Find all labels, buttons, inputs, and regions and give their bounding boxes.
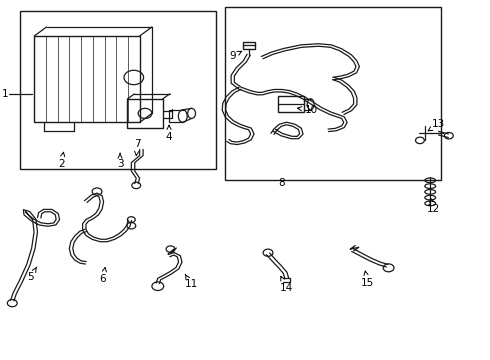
Bar bbox=[127, 99, 163, 128]
Text: 6: 6 bbox=[99, 267, 106, 284]
Text: 12: 12 bbox=[427, 198, 441, 214]
Bar bbox=[34, 36, 140, 122]
Text: 5: 5 bbox=[27, 267, 37, 282]
Text: 11: 11 bbox=[184, 274, 198, 289]
Text: 4: 4 bbox=[166, 125, 172, 142]
Text: 13: 13 bbox=[428, 119, 445, 131]
Text: 8: 8 bbox=[278, 178, 285, 188]
Text: 1: 1 bbox=[1, 89, 8, 99]
Text: 2: 2 bbox=[58, 152, 65, 169]
Text: 15: 15 bbox=[361, 271, 374, 288]
Bar bbox=[20, 11, 216, 169]
Text: 14: 14 bbox=[280, 276, 294, 293]
Text: 10: 10 bbox=[297, 105, 318, 115]
Text: 9: 9 bbox=[229, 51, 242, 61]
Bar bbox=[243, 42, 255, 49]
Text: 3: 3 bbox=[117, 153, 123, 169]
Bar bbox=[225, 7, 441, 180]
Text: 7: 7 bbox=[134, 139, 141, 156]
Bar bbox=[278, 96, 304, 112]
